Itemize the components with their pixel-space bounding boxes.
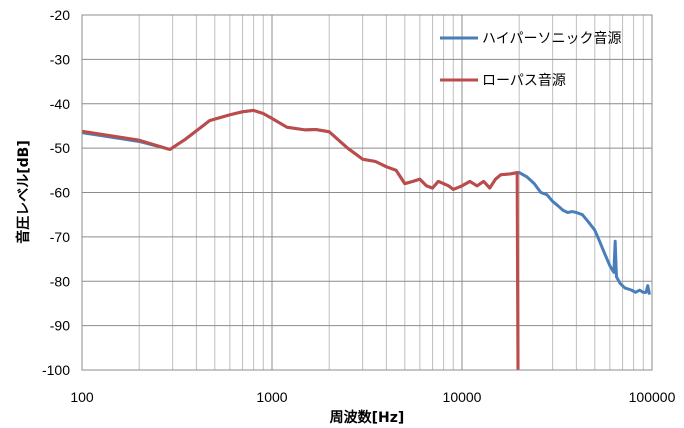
series-line-lowpass xyxy=(81,108,520,371)
y-tick-label: -90 xyxy=(50,318,70,334)
grid xyxy=(81,14,653,371)
x-tick-label: 10000 xyxy=(443,389,482,405)
y-tick-label: -40 xyxy=(50,96,70,112)
axes xyxy=(81,14,653,371)
legend-label-hypersonic: ハイパーソニック音源 xyxy=(482,30,621,47)
x-tick-label: 1000 xyxy=(256,389,287,405)
legend-label-lowpass: ローパス音源 xyxy=(482,72,566,89)
y-axis-title: 音圧レベル[dB] xyxy=(15,140,32,244)
x-axis-title: 周波数[Hz] xyxy=(330,409,405,426)
series-layer xyxy=(81,108,651,371)
y-tick-label: -100 xyxy=(42,362,70,378)
y-tick-label: -80 xyxy=(50,273,70,289)
plot-border xyxy=(81,14,653,371)
y-tick-label: -70 xyxy=(50,229,70,245)
y-tick-label: -50 xyxy=(50,140,70,156)
x-tick-label: 100 xyxy=(70,389,94,405)
y-tick-label: -30 xyxy=(50,51,70,67)
y-tick-label: -60 xyxy=(50,185,70,201)
legend: ハイパーソニック音源 ローパス音源 xyxy=(440,30,621,89)
y-tick-label: -20 xyxy=(50,7,70,23)
x-tick-label: 100000 xyxy=(629,389,676,405)
